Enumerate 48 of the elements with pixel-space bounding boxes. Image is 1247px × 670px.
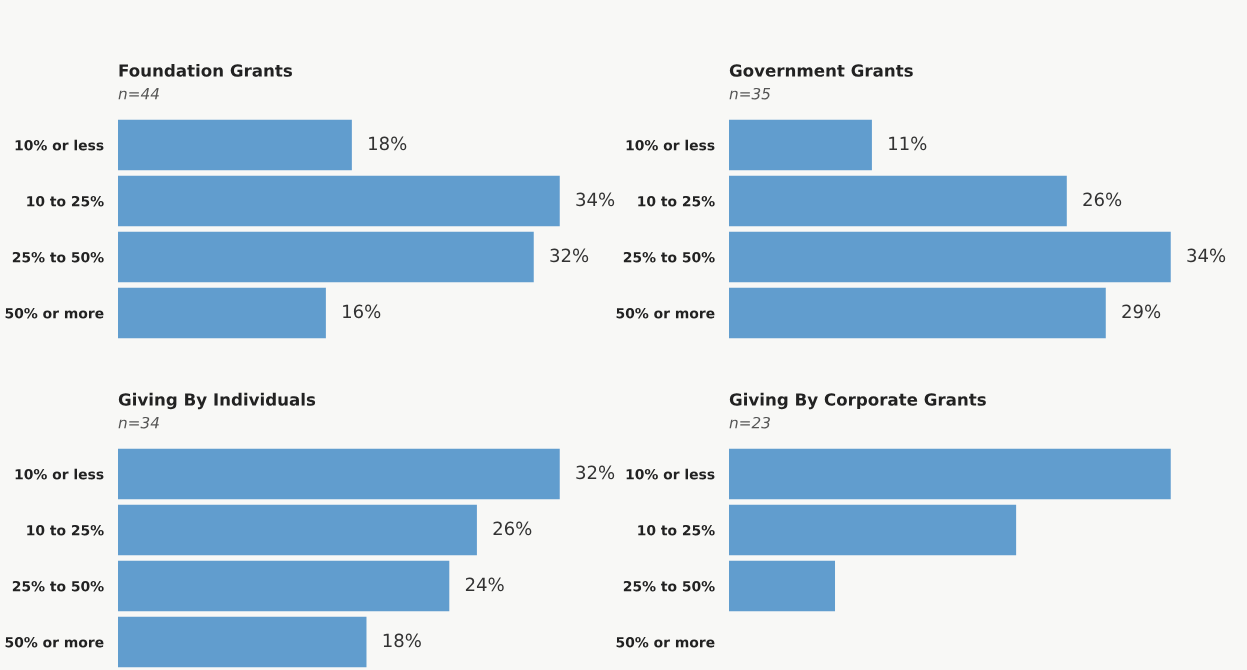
bar	[729, 287, 1106, 339]
data-label: 18%	[383, 633, 421, 648]
chart-subtitle: n=34	[118, 416, 159, 429]
data-label: 34%	[576, 192, 615, 207]
data-label: 16%	[343, 304, 381, 319]
chart-subtitle: n=23	[729, 416, 770, 429]
y-tick-label: 50% or more	[616, 307, 715, 319]
y-tick-label: 10% or less	[15, 139, 104, 151]
bar	[118, 119, 352, 171]
y-tick-label: 10 to 25%	[638, 524, 715, 536]
chart-title: Giving By Individuals	[118, 392, 316, 410]
chart-title: Government Grants	[729, 64, 913, 77]
y-tick-label: 50% or more	[616, 636, 715, 648]
data-label: 26%	[493, 521, 532, 536]
y-tick-label: 25% to 50%	[623, 251, 715, 263]
bar	[729, 175, 1067, 227]
y-tick-label: 10% or less	[626, 139, 715, 151]
data-label: 24%	[465, 577, 504, 592]
y-tick-label: 25% to 50%	[12, 580, 104, 592]
y-tick-label: 10 to 25%	[27, 524, 104, 536]
data-label: 29%	[1122, 304, 1161, 319]
chart-subtitle: n=44	[118, 88, 159, 100]
bar	[118, 560, 450, 612]
data-label: 26%	[1083, 192, 1122, 207]
chart-title: Foundation Grants	[119, 63, 292, 77]
bar	[729, 119, 872, 171]
chart-title: Giving By Corporate Grants	[729, 392, 986, 410]
bar	[118, 175, 560, 227]
bar	[118, 448, 560, 500]
y-tick-label: 10% or less	[626, 468, 715, 480]
y-tick-label: 10 to 25%	[27, 195, 104, 207]
bar	[729, 231, 1171, 283]
bar	[118, 504, 477, 556]
chart-subtitle: n=35	[729, 87, 771, 100]
y-tick-label: 10 to 25%	[638, 195, 715, 207]
y-tick-label: 25% to 50%	[12, 251, 104, 263]
data-label: 18%	[369, 136, 407, 151]
data-label: 11%	[889, 136, 927, 151]
data-label: 32%	[550, 248, 589, 263]
bar	[118, 616, 367, 668]
y-tick-label: 25% to 50%	[623, 580, 715, 592]
y-tick-label: 50% or more	[5, 636, 104, 648]
y-tick-label: 10% or less	[15, 468, 104, 480]
data-label: 32%	[576, 465, 615, 480]
bar	[118, 287, 326, 339]
y-tick-label: 50% or more	[5, 307, 104, 319]
bar	[118, 231, 534, 283]
data-label: 34%	[1187, 248, 1226, 263]
